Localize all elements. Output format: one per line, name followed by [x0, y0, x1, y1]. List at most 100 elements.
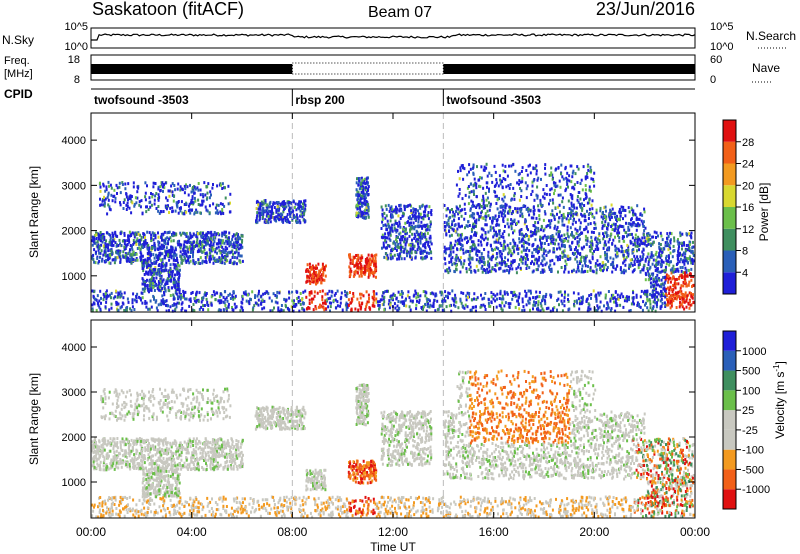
echo-cell [560, 234, 563, 238]
echo-cell [658, 284, 661, 288]
echo-cell [495, 230, 497, 234]
echo-cell [144, 191, 147, 195]
echo-cell [481, 233, 484, 237]
echo-cell [632, 221, 635, 225]
echo-cell [642, 220, 645, 224]
echo-cell [470, 240, 473, 244]
echo-cell [528, 234, 531, 238]
echo-cell [257, 207, 260, 211]
echo-cell [424, 210, 426, 214]
echo-cell [148, 246, 151, 250]
echo-cell [457, 222, 460, 226]
echo-cell [91, 239, 94, 243]
echo-cell [183, 184, 186, 188]
echo-cell [630, 206, 633, 210]
echo-cell [487, 260, 490, 264]
echo-cell [549, 259, 552, 263]
echo-cell [198, 249, 201, 253]
echo-cell [533, 198, 536, 202]
echo-cell [691, 284, 693, 288]
echo-cell [453, 261, 456, 265]
echo-cell [312, 266, 315, 270]
echo-cell [659, 243, 662, 246]
echo-cell [570, 180, 573, 184]
echo-cell [497, 196, 500, 200]
echo-cell [471, 225, 474, 229]
echo-cell [580, 212, 583, 216]
echo-cell [399, 203, 402, 207]
echo-cell [560, 293, 563, 297]
echo-cell [360, 212, 363, 216]
echo-cell [183, 212, 186, 216]
echo-cell [454, 257, 457, 261]
echo-cell [167, 189, 170, 193]
echo-cell [471, 200, 474, 204]
echo-cell [557, 166, 560, 170]
echo-cell [225, 230, 227, 234]
echo-cell [528, 301, 531, 305]
echo-cell [171, 206, 174, 210]
echo-cell [565, 217, 568, 221]
echo-cell [454, 293, 457, 297]
echo-cell [507, 302, 510, 306]
echo-cell [467, 257, 470, 261]
echo-cell [127, 252, 130, 256]
echo-cell [668, 260, 671, 264]
echo-cell [157, 187, 160, 191]
echo-cell [642, 224, 645, 228]
echo-cell [419, 241, 422, 245]
echo-cell [157, 198, 160, 202]
echo-cell [136, 292, 139, 296]
echo-cell [516, 210, 519, 214]
echo-cell [149, 270, 152, 274]
echo-cell [566, 228, 569, 232]
echo-cell [558, 303, 560, 307]
echo-cell [410, 221, 413, 225]
echo-cell [281, 213, 284, 217]
echo-cell [391, 208, 394, 212]
echo-cell [262, 202, 265, 206]
echo-cell [323, 268, 325, 271]
echo-cell [383, 235, 385, 239]
echo-cell [456, 242, 459, 246]
echo-cell [584, 175, 587, 179]
echo-cell [264, 218, 267, 222]
echo-cell [365, 186, 367, 190]
echo-cell [571, 209, 574, 213]
echo-cell [195, 240, 198, 244]
echo-cell [513, 194, 516, 198]
echo-cell [183, 203, 186, 206]
echo-cell [268, 205, 271, 209]
echo-cell [604, 263, 607, 267]
echo-cell [137, 231, 140, 235]
echo-cell [459, 299, 462, 303]
echo-cell [188, 261, 191, 265]
echo-cell [543, 192, 546, 196]
echo-cell [466, 186, 469, 190]
echo-cell [688, 280, 691, 284]
echo-cell [469, 246, 472, 249]
echo-cell [602, 261, 605, 265]
echo-cell [384, 223, 387, 227]
echo-cell [610, 203, 613, 207]
echo-cell [467, 239, 470, 243]
echo-cell [218, 249, 221, 253]
echo-cell [501, 301, 504, 305]
echo-cell [553, 306, 556, 310]
echo-cell [628, 265, 631, 269]
echo-cell [179, 188, 182, 192]
echo-cell [405, 240, 408, 244]
echo-cell [155, 272, 158, 276]
echo-cell [163, 230, 166, 234]
echo-cell [575, 270, 578, 274]
echo-cell [484, 231, 487, 234]
echo-cell [576, 267, 579, 271]
echo-cell [157, 268, 160, 272]
echo-cell [460, 260, 462, 264]
echo-cell [419, 231, 422, 235]
echo-cell [536, 196, 539, 200]
echo-cell [680, 303, 683, 307]
echo-cell [576, 229, 579, 233]
echo-cell [260, 211, 263, 215]
